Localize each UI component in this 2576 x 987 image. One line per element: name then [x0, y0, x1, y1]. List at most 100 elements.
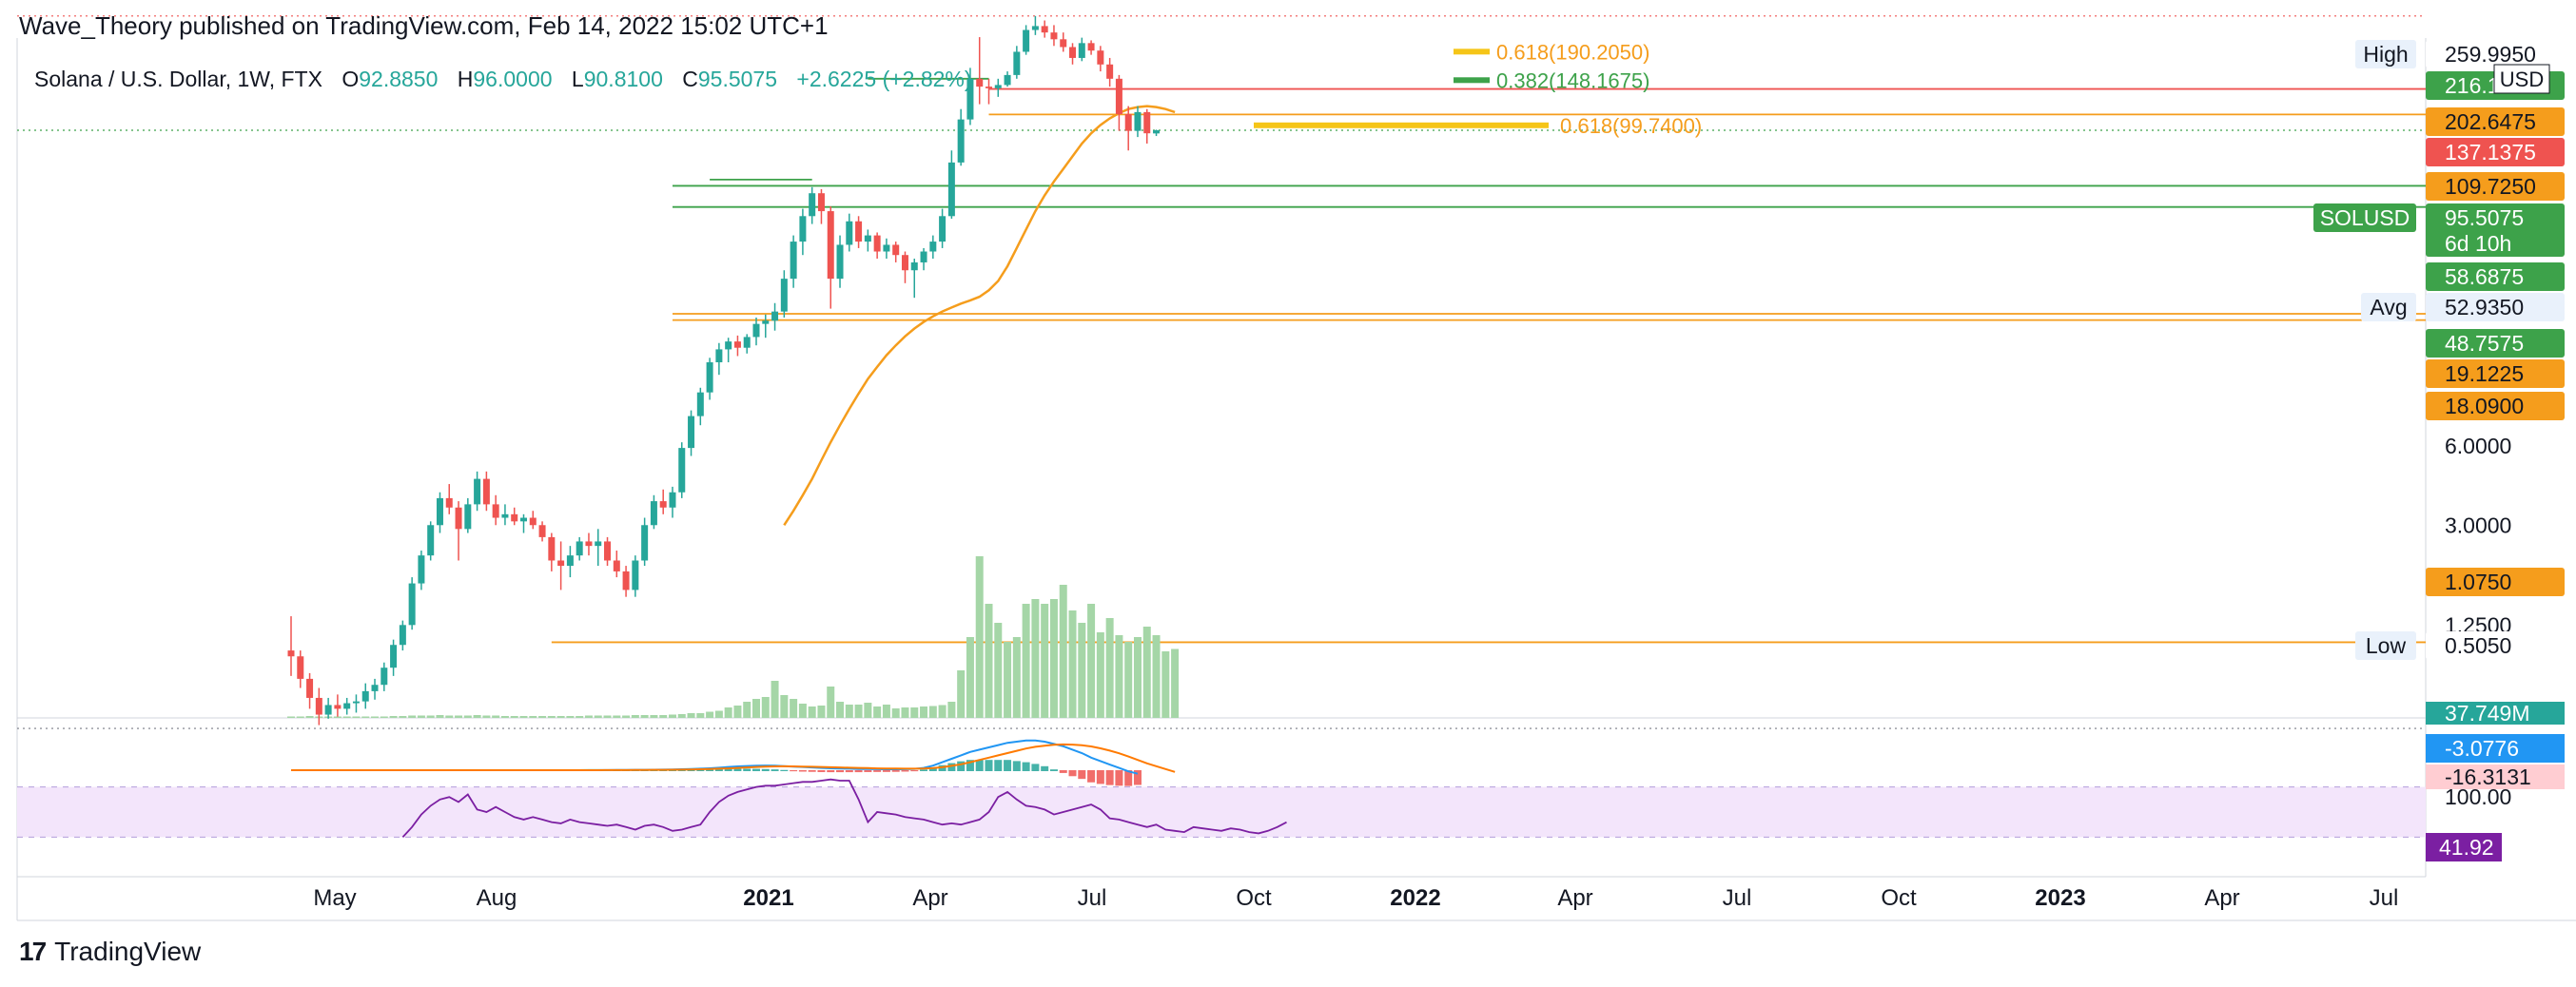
candle: [678, 442, 686, 498]
candle: [315, 687, 322, 726]
candle-body: [1031, 26, 1039, 30]
volume-bar: [622, 715, 631, 718]
time-axis-tick: May: [313, 885, 356, 911]
time-axis-tick: Apr: [2204, 885, 2239, 911]
candle-body: [1087, 43, 1095, 51]
tradingview-footer[interactable]: 17 TradingView: [19, 937, 201, 967]
candle-body: [297, 656, 304, 679]
candle-body: [427, 525, 435, 556]
candle-body: [529, 517, 537, 526]
candle: [1013, 46, 1021, 79]
volume-bar: [668, 714, 676, 718]
candle-body: [418, 555, 425, 584]
volume-bar: [547, 716, 556, 718]
volume-bar: [640, 715, 649, 718]
macd-histogram-bar: [1022, 762, 1030, 771]
macd-histogram-bar: [1049, 769, 1058, 771]
candle-body: [669, 492, 676, 508]
fib-level-marker: [1254, 122, 1549, 128]
candle-body: [1153, 129, 1161, 134]
candle: [464, 497, 472, 533]
candle: [1087, 40, 1095, 55]
volume-bar: [677, 714, 686, 718]
legend-low-value: 90.8100: [583, 67, 663, 91]
legend-high-value: 96.0000: [473, 67, 553, 91]
candle: [696, 387, 704, 426]
candle-body: [966, 78, 974, 120]
published-line: Wave_Theory published on TradingView.com…: [19, 11, 829, 40]
volume-bar: [492, 715, 500, 718]
candle-body: [482, 478, 490, 505]
candle-body: [743, 337, 751, 348]
volume-bar: [1022, 604, 1030, 718]
price-axis-label: 0.5050: [2445, 633, 2511, 658]
candle: [780, 270, 788, 318]
fib-level-label: 0.382(148.1675): [1496, 68, 1649, 92]
candle: [929, 235, 937, 260]
candle: [576, 536, 583, 561]
volume-bar: [994, 623, 1003, 718]
candle-body: [381, 668, 388, 686]
volume-bar: [1059, 585, 1067, 718]
price-caption-box: [2361, 293, 2416, 321]
macd-histogram-bar: [790, 770, 798, 772]
candle: [809, 186, 816, 224]
macd-histogram-bar: [1133, 770, 1142, 785]
candle: [306, 672, 314, 709]
candle: [947, 150, 955, 219]
volume-bar: [399, 716, 407, 718]
volume-bar: [827, 687, 835, 718]
volume-bar: [761, 697, 770, 718]
price-label-box: [2426, 568, 2565, 596]
price-caption-label: SOLUSD: [2320, 205, 2410, 230]
candle-body: [817, 193, 825, 212]
candle: [641, 517, 649, 567]
candle-body: [1134, 111, 1142, 131]
time-axis-tick: 2023: [2035, 885, 2085, 911]
candle-body: [678, 448, 686, 493]
candle-body: [976, 78, 984, 87]
candle: [855, 216, 863, 248]
tradingview-logo-icon: 17: [19, 937, 47, 966]
volume-bar: [901, 707, 909, 718]
candle-body: [733, 341, 741, 348]
volume-bar: [1012, 637, 1021, 718]
legend-change: +2.6225 (+2.82%): [796, 67, 972, 91]
macd-histogram-bar: [1041, 765, 1049, 771]
fib-level-label: 0.618(190.2050): [1496, 40, 1649, 64]
volume-bar: [659, 715, 668, 718]
legend-open-label: O: [342, 67, 360, 91]
candle: [399, 620, 406, 651]
candle-body: [576, 541, 583, 556]
candle: [725, 338, 732, 363]
candle: [752, 317, 760, 346]
candle-body: [474, 478, 481, 505]
candle: [297, 650, 304, 688]
candle-body: [343, 703, 351, 709]
candle: [418, 551, 425, 590]
macd-histogram-bar: [966, 760, 974, 771]
price-label-box: [2426, 172, 2565, 201]
candle-body: [883, 244, 890, 252]
volume-bar: [771, 681, 779, 718]
candle: [548, 532, 556, 571]
candle: [557, 541, 565, 590]
candle-body: [864, 235, 871, 242]
candle-body: [1060, 39, 1067, 48]
volume-bar: [538, 716, 547, 718]
candle-body: [846, 221, 853, 245]
volume-bar: [566, 716, 575, 718]
candle-body: [901, 255, 908, 271]
price-axis-tick: 6.0000: [2445, 434, 2511, 458]
volume-bar: [687, 713, 695, 718]
volume-bar: [1161, 651, 1170, 718]
volume-bar: [1133, 637, 1142, 718]
volume-bar: [631, 715, 639, 718]
candle: [1106, 57, 1114, 87]
volume-bar: [333, 716, 342, 718]
time-axis-tick: Aug: [477, 885, 517, 911]
candle: [604, 536, 612, 567]
macd-histogram-bar: [1059, 770, 1067, 773]
candle: [1124, 106, 1132, 151]
candle: [1023, 25, 1030, 55]
